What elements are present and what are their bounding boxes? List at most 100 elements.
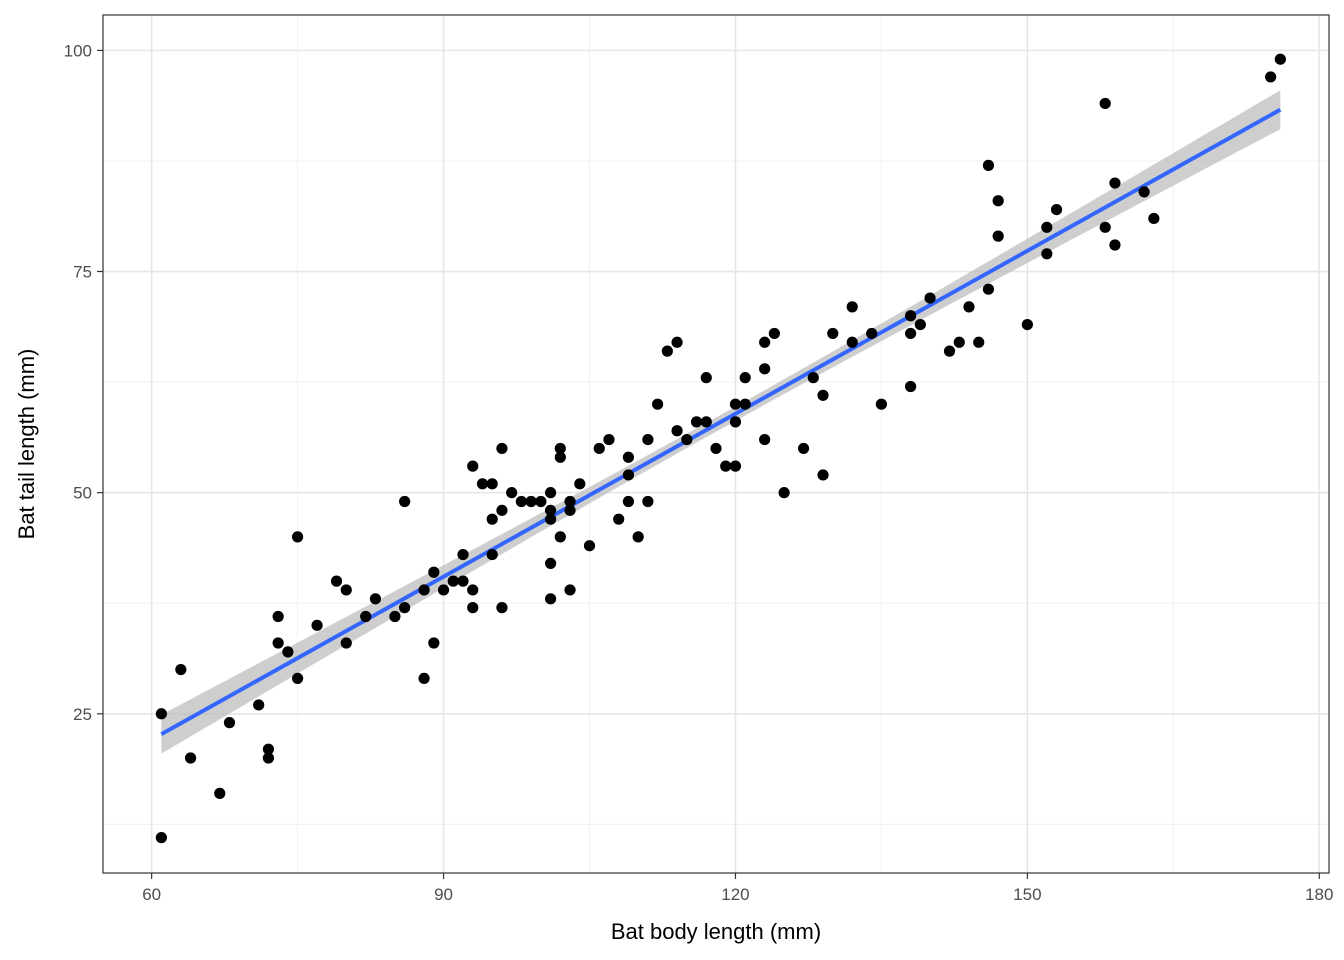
data-point — [700, 372, 712, 384]
plot-panel-border — [102, 14, 1330, 874]
data-point — [544, 593, 557, 605]
y-tick-label: 75 — [73, 263, 92, 282]
data-point — [554, 451, 566, 463]
data-point — [914, 318, 926, 331]
data-point — [953, 336, 965, 348]
data-point — [759, 433, 771, 446]
data-point — [973, 336, 985, 348]
data-point — [875, 398, 888, 410]
data-point — [807, 372, 819, 384]
data-point — [1099, 97, 1111, 110]
data-point — [710, 442, 722, 455]
data-point — [729, 416, 742, 428]
data-point — [1148, 212, 1160, 225]
data-point — [447, 575, 459, 587]
data-point — [690, 416, 703, 428]
data-point — [632, 531, 644, 543]
data-point — [486, 548, 498, 561]
x-tick-label: 180 — [1305, 885, 1333, 904]
data-point — [564, 504, 576, 516]
data-point — [593, 442, 605, 455]
data-point — [778, 487, 790, 499]
data-point — [486, 478, 498, 490]
data-point — [467, 460, 479, 472]
data-point — [681, 433, 693, 446]
data-point — [671, 425, 683, 437]
data-point — [1021, 318, 1033, 331]
data-point — [642, 495, 654, 508]
data-point — [905, 327, 917, 340]
data-point — [992, 230, 1004, 242]
data-point — [759, 336, 771, 348]
data-point — [1274, 53, 1286, 65]
data-point — [671, 336, 683, 348]
data-point — [418, 672, 430, 685]
data-point — [652, 398, 664, 410]
data-point — [155, 708, 167, 720]
data-point — [1099, 221, 1111, 233]
data-point — [982, 159, 995, 171]
y-axis-title: Bat tail length (mm) — [14, 349, 39, 540]
data-point — [797, 442, 810, 455]
data-point — [1265, 71, 1277, 83]
data-point — [292, 531, 304, 543]
data-point — [729, 398, 742, 410]
data-point — [272, 637, 284, 649]
data-point — [457, 548, 469, 561]
data-point — [622, 469, 635, 481]
data-point — [817, 389, 829, 401]
data-point — [846, 336, 858, 348]
data-point — [700, 416, 712, 428]
y-tick-label: 100 — [64, 41, 92, 60]
data-point — [943, 345, 956, 357]
data-point — [262, 752, 275, 764]
data-point — [340, 637, 352, 649]
x-tick-label: 120 — [721, 885, 749, 904]
data-point — [292, 672, 304, 685]
data-point — [817, 469, 829, 481]
data-point — [155, 832, 167, 844]
data-point — [525, 495, 537, 508]
data-point — [866, 327, 878, 340]
data-point — [214, 787, 226, 799]
data-point — [661, 345, 673, 357]
data-point — [554, 442, 566, 455]
data-point — [262, 743, 275, 755]
data-point — [544, 513, 557, 525]
data-point — [428, 566, 440, 578]
data-point — [399, 495, 411, 508]
data-point — [340, 584, 352, 596]
data-points — [155, 53, 1286, 844]
data-point — [544, 504, 557, 516]
data-point — [486, 513, 498, 525]
data-point — [506, 487, 518, 499]
data-point — [535, 495, 547, 508]
data-point — [360, 610, 372, 623]
data-point — [544, 487, 557, 499]
data-point — [457, 575, 469, 587]
data-point — [476, 478, 489, 490]
data-point — [467, 602, 479, 614]
data-point — [496, 602, 508, 614]
data-point — [554, 531, 566, 543]
data-point — [418, 584, 430, 596]
data-point — [905, 380, 917, 393]
data-point — [1041, 248, 1053, 260]
data-point — [1109, 177, 1121, 189]
data-point — [1109, 239, 1121, 251]
x-axis: 60 90 120 150 180 — [142, 873, 1333, 904]
data-point — [496, 504, 508, 516]
data-point — [924, 292, 936, 304]
data-point — [369, 593, 382, 605]
data-point — [282, 646, 294, 658]
y-axis: 25 50 75 100 — [64, 41, 103, 724]
data-point — [613, 513, 625, 525]
data-point — [729, 460, 742, 472]
data-point — [564, 495, 576, 508]
data-point — [720, 460, 732, 472]
data-point — [467, 584, 479, 596]
grid-major — [103, 15, 1329, 873]
y-tick-label: 50 — [73, 484, 92, 503]
data-point — [622, 495, 635, 508]
data-point — [992, 195, 1004, 207]
